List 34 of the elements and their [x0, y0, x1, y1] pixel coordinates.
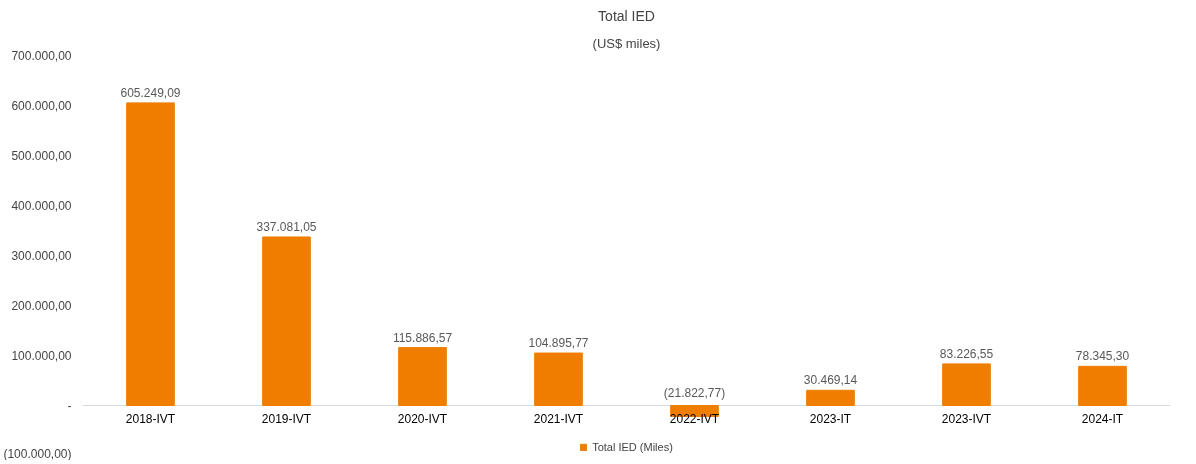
- bar: [1078, 365, 1127, 406]
- x-tick-label: 2018-IVT: [125, 411, 176, 426]
- data-label: 104.895,77: [528, 336, 589, 351]
- y-tick-label: 600.000,00: [11, 98, 72, 113]
- x-tick-label: 2023-IT: [809, 411, 852, 426]
- x-tick-label: 2021-IVT: [533, 411, 584, 426]
- bar: [262, 236, 311, 406]
- data-label: 605.249,09: [120, 85, 181, 100]
- bar: [398, 347, 447, 406]
- x-tick-label: 2019-IVT: [261, 411, 312, 426]
- bar: [126, 102, 175, 406]
- data-label: 30.469,14: [803, 373, 858, 388]
- data-label: (21.822,77): [663, 385, 726, 400]
- y-tick-label: 100.000,00: [11, 348, 72, 363]
- chart-subtitle: (US$ miles): [592, 35, 661, 51]
- y-tick-label: -: [67, 398, 72, 413]
- x-tick-label: 2024-IT: [1081, 411, 1124, 426]
- bar: [942, 363, 991, 406]
- bar: [534, 352, 583, 406]
- x-tick-label: 2020-IVT: [397, 411, 448, 426]
- y-tick-label: 400.000,00: [11, 198, 72, 213]
- chart-title: Total IED: [598, 7, 655, 24]
- data-label: 115.886,57: [392, 330, 453, 345]
- y-tick-label: 700.000,00: [11, 48, 72, 63]
- bar: [806, 389, 855, 406]
- y-tick-label: 300.000,00: [11, 248, 72, 263]
- legend-label: Total IED (Miles): [592, 441, 673, 453]
- y-tick-label: (100.000,00): [3, 446, 72, 461]
- data-label: 78.345,30: [1075, 349, 1130, 364]
- data-label: 337.081,05: [256, 219, 317, 234]
- y-tick-label: 500.000,00: [11, 148, 72, 163]
- y-tick-label: 200.000,00: [11, 298, 72, 313]
- x-tick-label: 2023-IVT: [941, 411, 992, 426]
- data-label: 83.226,55: [939, 346, 994, 361]
